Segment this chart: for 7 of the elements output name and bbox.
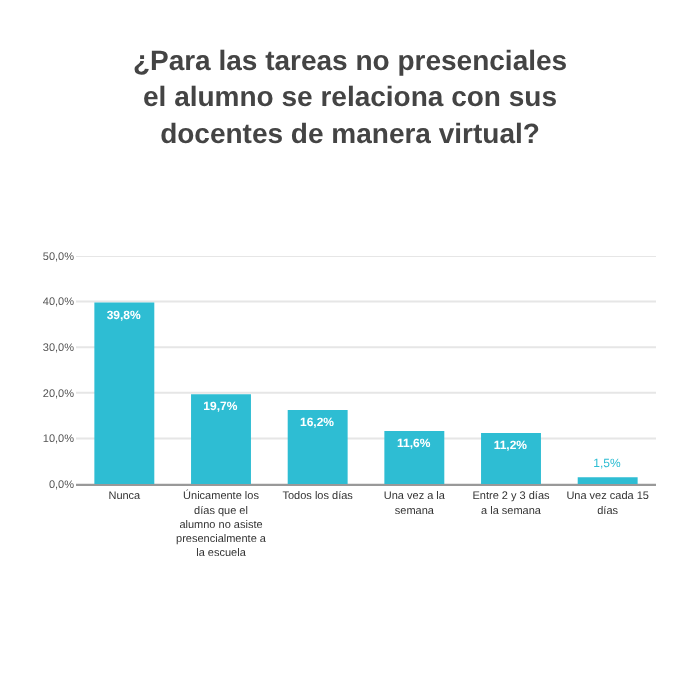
bar xyxy=(94,302,155,484)
bar xyxy=(577,477,638,484)
bar xyxy=(384,431,445,484)
chart-title: ¿Para las tareas no presenciales el alumno se relaciona con sus docentes de manera virtual? xyxy=(132,44,568,149)
bar xyxy=(287,410,348,484)
bar xyxy=(191,394,251,484)
bar xyxy=(481,432,541,484)
